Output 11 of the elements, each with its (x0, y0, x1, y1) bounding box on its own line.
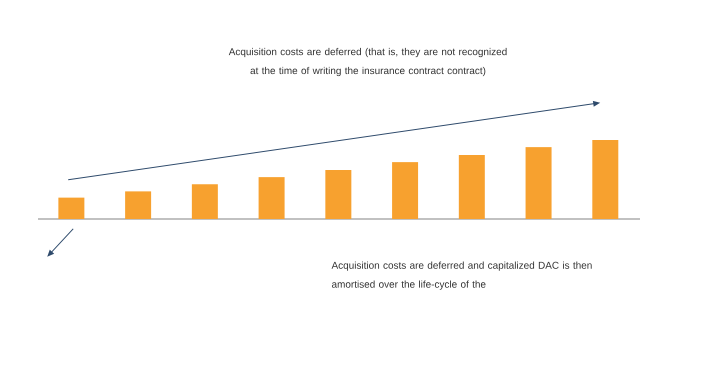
bar (192, 184, 218, 219)
bar (58, 198, 84, 219)
bar (392, 162, 418, 219)
text: Acquisition costs are deferred (that is, they are not recognized at the time of writing the insurance contract contract) (228, 48, 507, 76)
bar (458, 155, 485, 219)
bar (526, 147, 552, 219)
bar (325, 170, 352, 219)
text: Acquisition costs are deferred and capitalized DAC is then amortised over the life-cycle of the (332, 262, 592, 290)
bar (592, 140, 618, 219)
bar (125, 191, 152, 219)
bar (258, 177, 285, 219)
